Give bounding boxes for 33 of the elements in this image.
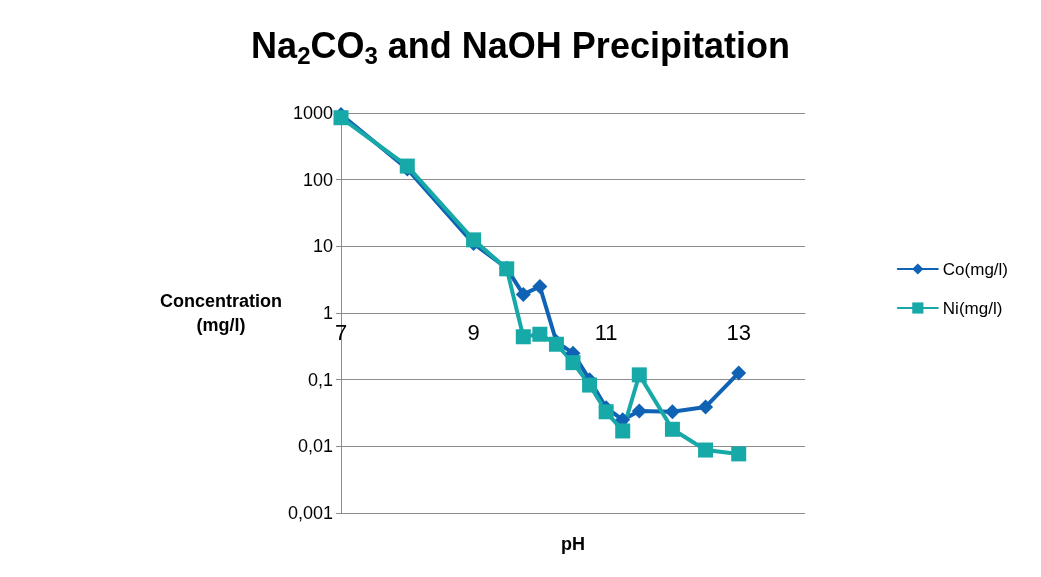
point (598, 404, 614, 420)
y-tick-label: 1000 (292, 103, 333, 123)
point (631, 403, 647, 419)
point (664, 421, 680, 437)
point (582, 377, 598, 393)
y-tick-label: 100 (302, 169, 333, 190)
x-tick-label: 13 (726, 319, 751, 345)
point (698, 442, 714, 458)
point (615, 423, 631, 439)
x-axis-title: pH (561, 534, 585, 554)
x-tick-label: 9 (467, 319, 480, 345)
x-tick-label: 7 (334, 319, 348, 345)
point (565, 355, 581, 371)
point (515, 286, 531, 302)
y-tick-label: 0,001 (287, 503, 333, 523)
legend-label: Ni(mg/l) (942, 298, 1003, 318)
point (731, 446, 747, 462)
x-tick-label: 11 (594, 319, 618, 345)
legend-label: Co(mg/l) (942, 259, 1008, 279)
y-tick-label: 1 (322, 303, 333, 323)
point (532, 278, 548, 294)
y-axis-title: Concentration (mg/l) (159, 291, 283, 335)
y-tick-label: 10 (312, 236, 333, 257)
point (466, 232, 482, 248)
point (698, 399, 714, 415)
point (333, 110, 349, 126)
point (664, 404, 680, 420)
y-tick-label: 0,01 (297, 436, 333, 457)
point (631, 367, 647, 383)
point (515, 329, 531, 345)
point (532, 326, 548, 342)
point (731, 365, 747, 381)
y-tick-label: 0,1 (307, 369, 333, 390)
